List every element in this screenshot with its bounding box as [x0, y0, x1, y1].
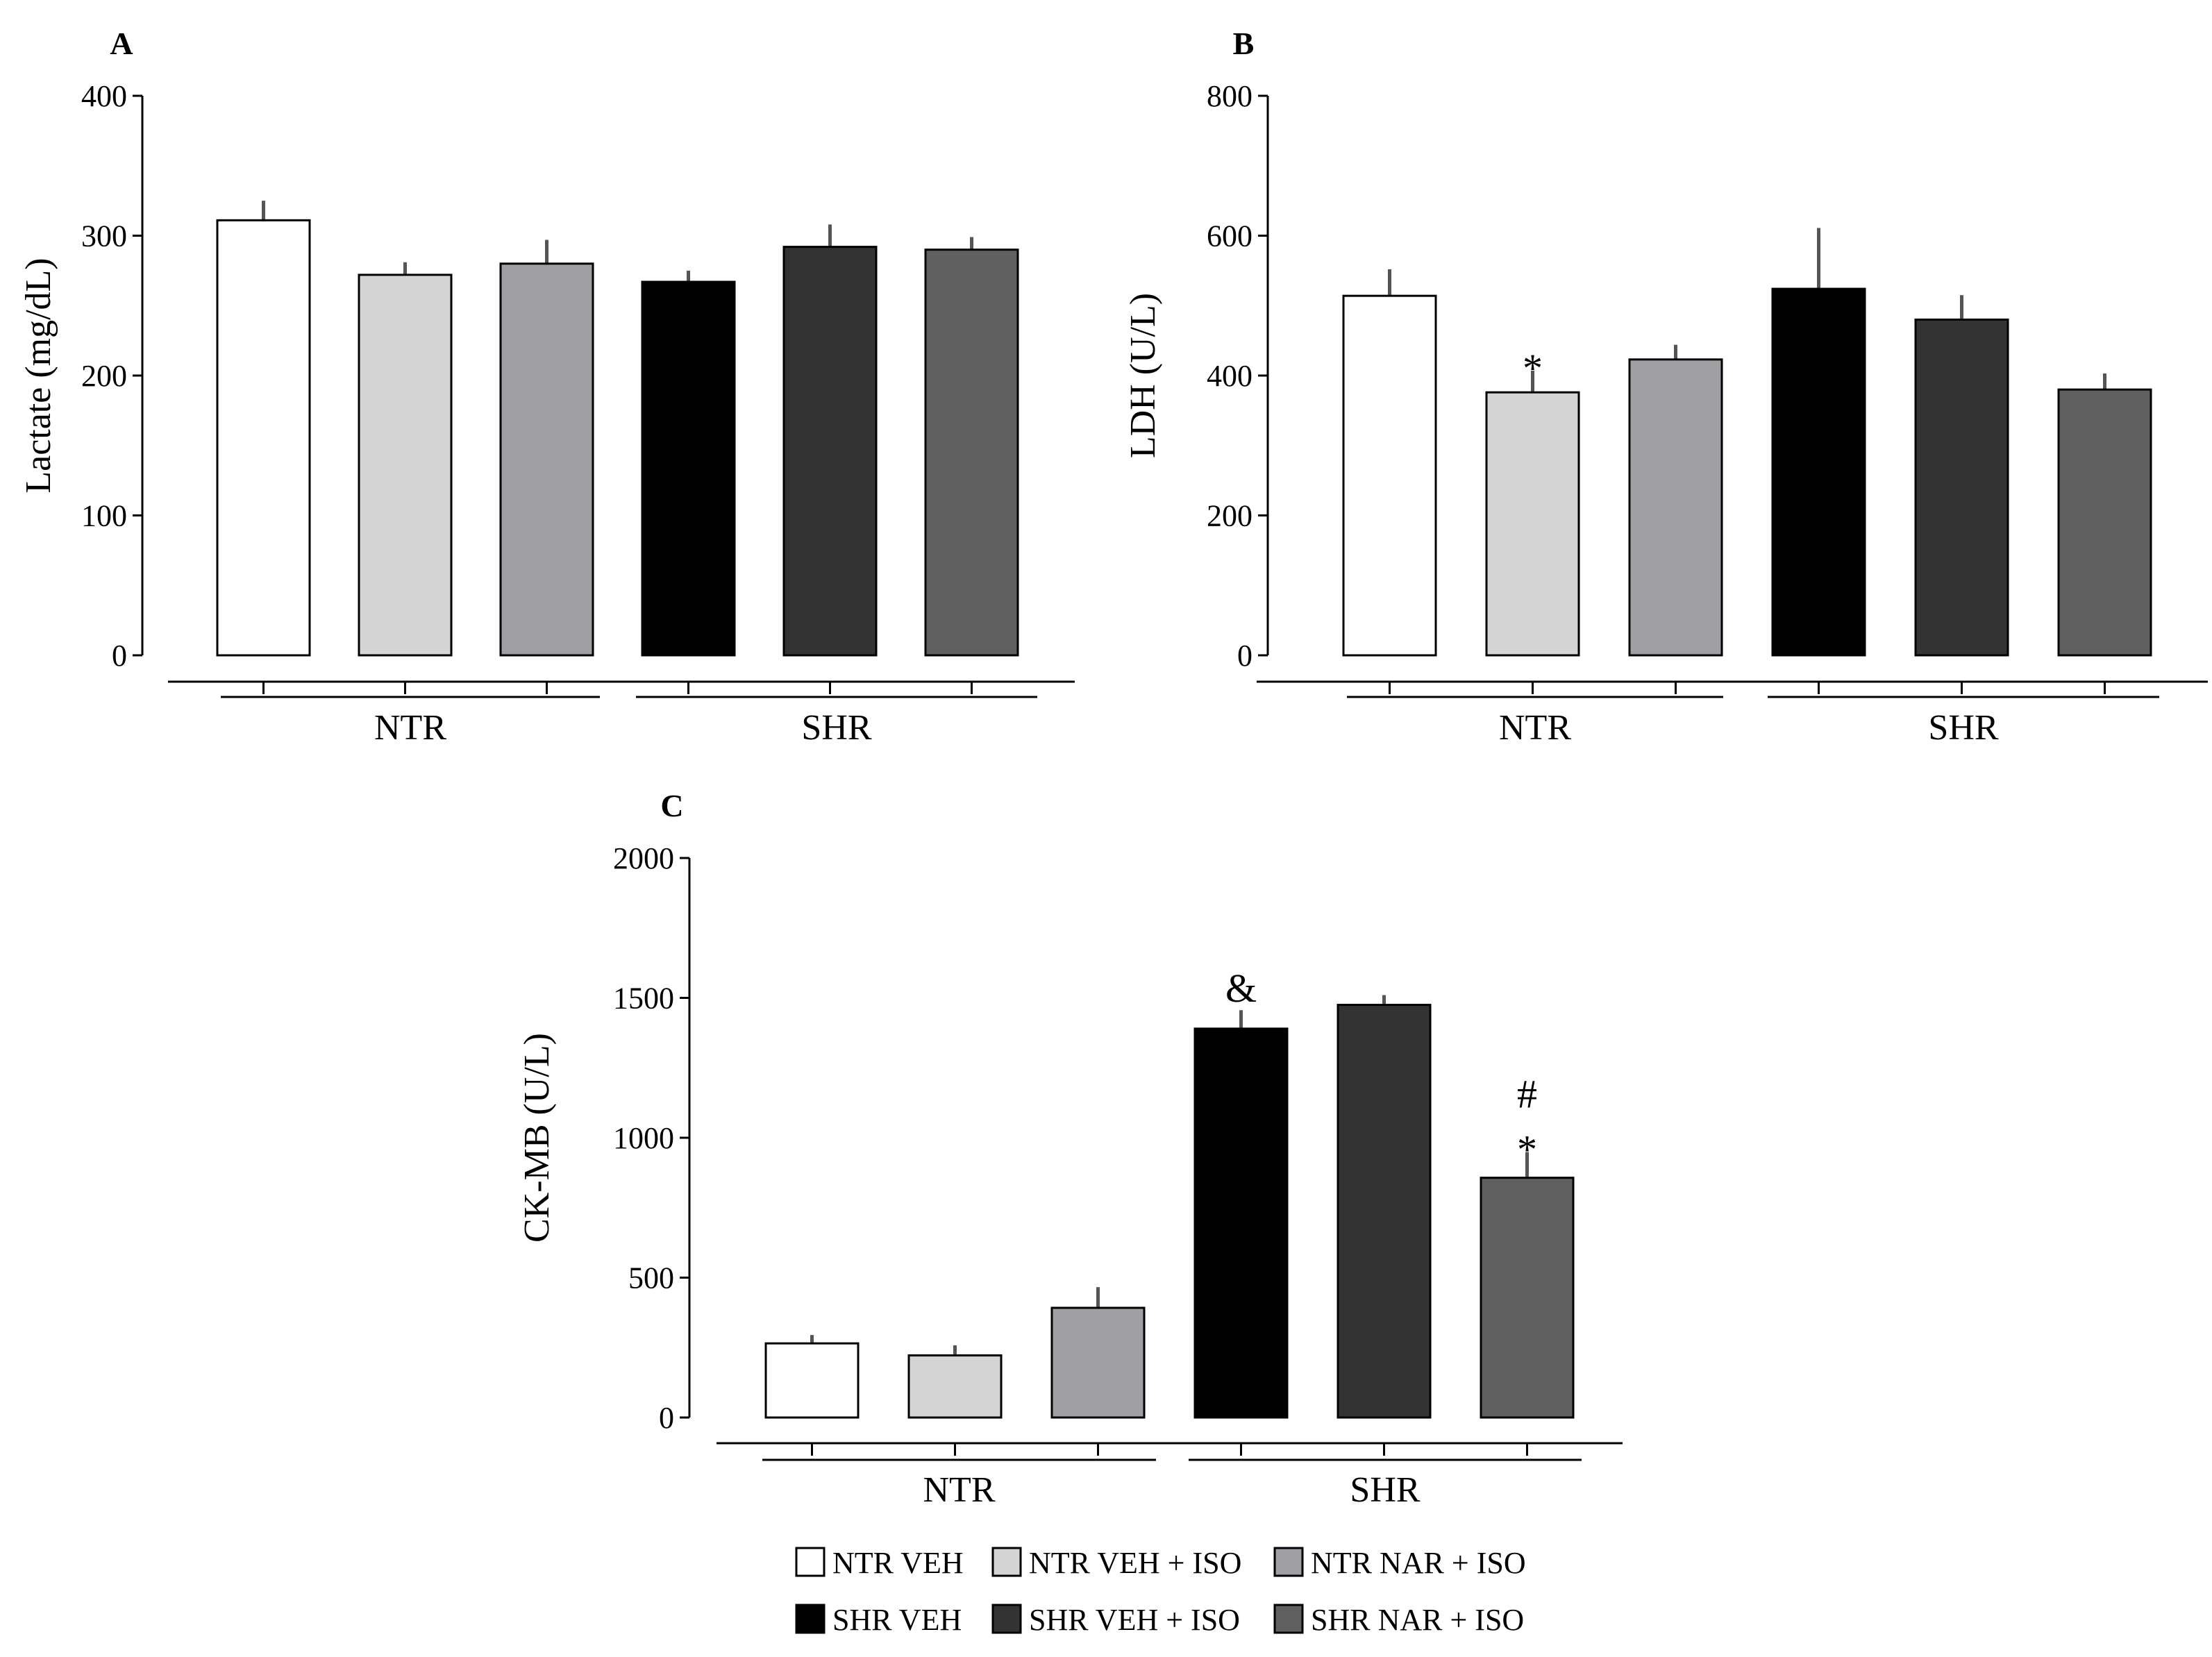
bar — [1342, 294, 1437, 657]
bar — [924, 249, 1019, 657]
group-label: NTR — [374, 708, 446, 748]
bar — [1628, 358, 1723, 657]
significance-annotation: & — [1225, 966, 1257, 1011]
bar — [1193, 1027, 1289, 1419]
panel-a: A 0 100 200 300 400 Lactate (mg/dL) NTR SHR — [19, 26, 1075, 748]
legend-label: NTR VEH — [832, 1546, 964, 1580]
y-tick-label: 200 — [1207, 499, 1252, 533]
significance-annotation: * — [1517, 1127, 1537, 1172]
panel-letter: C — [660, 788, 683, 823]
y-tick-label: 0 — [1237, 639, 1252, 673]
y-tick-label: 1000 — [613, 1121, 674, 1155]
panel-letter: A — [110, 26, 133, 61]
legend-swatch — [1273, 1604, 1304, 1634]
legend-swatch — [795, 1604, 826, 1634]
panel-letter: B — [1233, 26, 1255, 61]
legend-swatch — [1273, 1547, 1304, 1577]
y-tick-label: 400 — [1207, 359, 1252, 393]
y-tick-label: 2000 — [613, 841, 674, 875]
y-tick-label: 0 — [659, 1401, 674, 1435]
y-tick-label: 1500 — [613, 982, 674, 1016]
y-axis-title: LDH (U/L) — [1123, 293, 1163, 458]
y-tick-label: 500 — [628, 1261, 674, 1295]
bar — [1914, 318, 2009, 657]
legend-label: SHR VEH + ISO — [1029, 1603, 1240, 1637]
y-tick-label: 200 — [81, 359, 127, 393]
y-tick-label: 600 — [1207, 219, 1252, 253]
significance-annotation: * — [1523, 346, 1543, 391]
legend: NTR VEH NTR VEH + ISO NTR NAR + ISO SHR VEH… — [795, 1546, 1526, 1637]
bar — [2057, 388, 2152, 657]
significance-annotation: # — [1517, 1072, 1537, 1117]
group-label: SHR — [1928, 708, 1998, 748]
bar — [764, 1342, 860, 1419]
y-tick-label: 300 — [81, 219, 127, 253]
panel-c: C 0 500 1000 1500 2000 CK-MB (U/L) & * # NTR SHR — [517, 788, 1623, 1510]
bar — [358, 274, 453, 657]
group-label: SHR — [801, 708, 871, 748]
bar — [1480, 1177, 1575, 1419]
y-axis-title: Lactate (mg/dL) — [19, 258, 58, 493]
bar — [641, 280, 736, 657]
legend-label: NTR VEH + ISO — [1029, 1546, 1241, 1580]
panel-b: B 0 200 400 600 800 LDH (U/L) * NTR SHR — [1123, 26, 2208, 748]
y-axis-title: CK-MB (U/L) — [517, 1033, 557, 1243]
bar — [1771, 287, 1866, 657]
legend-swatch — [991, 1604, 1022, 1634]
legend-label: SHR NAR + ISO — [1311, 1603, 1524, 1637]
bar — [216, 219, 311, 657]
y-tick-label: 400 — [81, 79, 127, 113]
bar — [499, 262, 594, 657]
bar — [1485, 391, 1580, 657]
legend-swatch — [991, 1547, 1022, 1577]
legend-label: SHR VEH — [832, 1603, 962, 1637]
y-tick-label: 800 — [1207, 79, 1252, 113]
bar — [907, 1354, 1003, 1419]
bar — [782, 246, 878, 657]
legend-swatch — [795, 1547, 826, 1577]
y-tick-label: 0 — [112, 639, 127, 673]
bar — [1050, 1306, 1146, 1419]
group-label: NTR — [1499, 708, 1571, 748]
group-label: SHR — [1350, 1470, 1420, 1510]
bar — [1337, 1004, 1432, 1419]
legend-label: NTR NAR + ISO — [1311, 1546, 1526, 1580]
y-tick-label: 100 — [81, 499, 127, 533]
group-label: NTR — [923, 1470, 996, 1510]
